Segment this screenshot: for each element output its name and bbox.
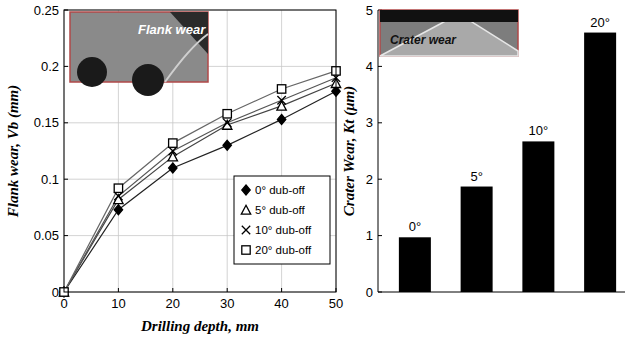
- category-label: 20°: [590, 15, 610, 30]
- bar: [522, 141, 554, 292]
- tick-label: 0.05: [34, 228, 59, 243]
- tick-mark: [118, 288, 119, 292]
- chart-canvas: 00.050.10.150.20.2501020304050Flank wear…: [0, 0, 630, 340]
- tick-mark: [378, 179, 382, 180]
- tick-label: 0.2: [41, 59, 59, 74]
- legend-marker: [242, 246, 250, 254]
- tick-label: 0: [60, 296, 67, 311]
- data-point: [277, 114, 285, 124]
- inset-detail: [132, 64, 164, 96]
- plot-frame: [64, 10, 336, 292]
- tick-label: 10: [111, 296, 125, 311]
- tick-mark: [64, 122, 68, 123]
- series-line: [64, 78, 336, 292]
- legend-marker: [242, 226, 250, 234]
- tick-label: 0.25: [34, 3, 59, 18]
- series-line: [64, 71, 336, 292]
- data-point: [277, 101, 286, 110]
- tick-mark: [227, 288, 228, 292]
- y-axis-label: Crater Wear, Kt (μm): [341, 86, 358, 216]
- inset-detail: [77, 57, 107, 87]
- tick-label: 2: [366, 172, 373, 187]
- legend-label: 10° dub-off: [255, 224, 312, 236]
- legend-box: [234, 176, 330, 264]
- y-axis-line: [378, 10, 379, 292]
- data-point: [169, 139, 177, 147]
- legend-marker: [241, 205, 250, 214]
- tick-mark: [378, 122, 382, 123]
- legend-label: 5° dub-off: [255, 204, 306, 216]
- tick-label: 1: [366, 228, 373, 243]
- tick-label: 3: [366, 115, 373, 130]
- legend: 0° dub-off 5° dub-off 10° dub-off 20° dub-o…: [234, 176, 330, 264]
- tick-label: 0: [52, 285, 59, 300]
- inset-label: Crater wear: [390, 33, 457, 47]
- inset-detail: [380, 18, 518, 56]
- bar: [461, 187, 493, 292]
- inset-detail: [165, 34, 208, 82]
- inset-photo: Flank wear: [70, 12, 208, 96]
- data-point: [223, 120, 232, 129]
- tick-label: 30: [220, 296, 234, 311]
- data-group: [399, 33, 616, 292]
- tick-label: 5: [366, 3, 373, 18]
- data-point: [168, 152, 177, 161]
- category-label: 10°: [529, 123, 549, 138]
- data-point: [169, 163, 177, 173]
- tick-label: 4: [366, 59, 373, 74]
- tick-label: 40: [274, 296, 288, 311]
- data-group: [59, 67, 340, 297]
- data-point: [114, 205, 122, 215]
- data-point: [223, 140, 231, 150]
- tick-mark: [172, 288, 173, 292]
- data-point: [114, 192, 122, 200]
- inset-frame: [380, 10, 518, 56]
- inset-photo: Crater wear: [380, 10, 518, 56]
- data-point: [223, 110, 231, 118]
- tick-label: 50: [329, 296, 343, 311]
- plot-area: [64, 10, 336, 292]
- series-line: [64, 83, 336, 292]
- tick-label: 0.15: [34, 115, 59, 130]
- data-point: [114, 184, 122, 192]
- tick-label: 0.1: [41, 172, 59, 187]
- tick-mark: [64, 179, 68, 180]
- tick-label: 20: [166, 296, 180, 311]
- series-line: [64, 91, 336, 292]
- tick-mark: [64, 235, 68, 236]
- category-label: 0°: [409, 219, 421, 234]
- figure: 00.050.10.150.20.2501020304050Flank wear…: [0, 0, 630, 340]
- data-point: [277, 96, 285, 104]
- tick-mark: [64, 66, 68, 67]
- inset-detail: [380, 10, 518, 22]
- data-point: [223, 119, 231, 127]
- bar: [584, 33, 616, 292]
- bar: [399, 237, 431, 292]
- x-axis-label: Drilling depth, mm: [140, 318, 259, 334]
- category-label: 5°: [470, 169, 482, 184]
- x-axis-line: [378, 292, 625, 293]
- tick-mark: [378, 66, 382, 67]
- legend-marker: [242, 185, 250, 195]
- grid-line: [64, 122, 336, 123]
- tick-mark: [378, 235, 382, 236]
- y-axis-label: Flank wear, Vb (mm): [5, 85, 22, 219]
- tick-label: 0: [366, 285, 373, 300]
- data-point: [169, 147, 177, 155]
- data-point: [277, 85, 285, 93]
- legend-label: 20° dub-off: [255, 244, 312, 256]
- inset-label: Flank wear: [138, 22, 206, 37]
- tick-mark: [281, 288, 282, 292]
- legend-label: 0° dub-off: [255, 184, 306, 196]
